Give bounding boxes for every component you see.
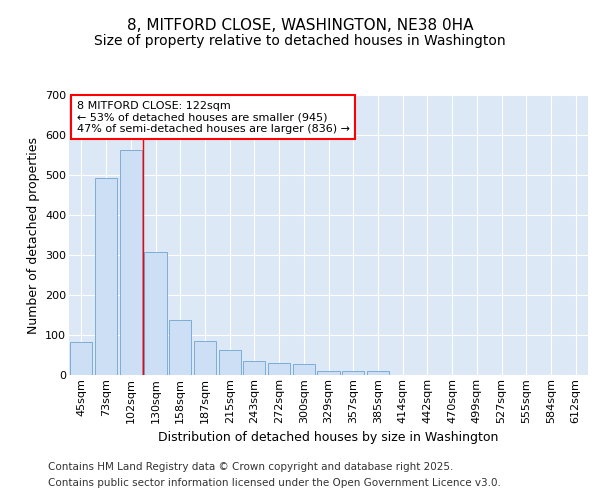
Text: Contains public sector information licensed under the Open Government Licence v3: Contains public sector information licen… — [48, 478, 501, 488]
Text: Size of property relative to detached houses in Washington: Size of property relative to detached ho… — [94, 34, 506, 48]
Bar — [367, 371, 389, 375]
Bar — [70, 342, 92, 375]
Text: 8 MITFORD CLOSE: 122sqm
← 53% of detached houses are smaller (945)
47% of semi-d: 8 MITFORD CLOSE: 122sqm ← 53% of detache… — [77, 100, 350, 134]
Bar — [218, 350, 241, 375]
Text: Contains HM Land Registry data © Crown copyright and database right 2025.: Contains HM Land Registry data © Crown c… — [48, 462, 454, 472]
Bar — [145, 252, 167, 375]
Bar — [95, 178, 117, 375]
Bar — [293, 364, 315, 375]
Y-axis label: Number of detached properties: Number of detached properties — [26, 136, 40, 334]
Bar — [243, 361, 265, 375]
Bar — [268, 363, 290, 375]
Bar — [119, 150, 142, 375]
Bar — [169, 320, 191, 375]
Text: 8, MITFORD CLOSE, WASHINGTON, NE38 0HA: 8, MITFORD CLOSE, WASHINGTON, NE38 0HA — [127, 18, 473, 32]
Bar — [194, 341, 216, 375]
Bar — [342, 371, 364, 375]
Bar — [317, 371, 340, 375]
X-axis label: Distribution of detached houses by size in Washington: Distribution of detached houses by size … — [158, 431, 499, 444]
